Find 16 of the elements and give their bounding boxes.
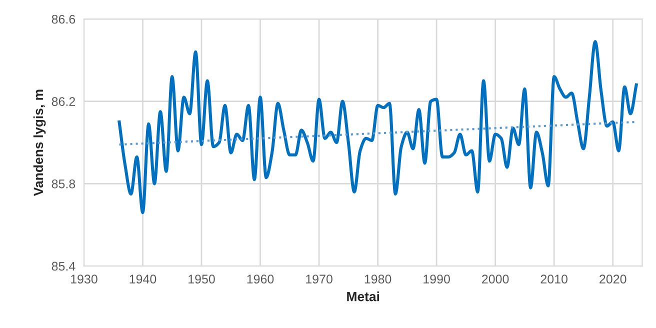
y-axis-title: Vandens lygis, m [33,90,46,196]
x-tick-label: 1980 [364,274,392,284]
x-tick-label: 1960 [247,274,274,284]
x-tick-label: 1970 [306,274,332,284]
y-tick-label: 86.6 [52,14,76,24]
x-tick-label: 1940 [130,274,156,284]
x-tick-label: 2020 [600,274,626,284]
x-tick-label: 1990 [424,274,450,284]
x-axis-title: Metai [347,292,380,302]
y-tick-label: 85.4 [52,262,76,271]
x-tick-label: 1950 [188,274,215,284]
x-tick-label: 2000 [482,274,509,284]
y-tick-label: 85.8 [52,179,76,188]
y-tick-label: 86.2 [52,97,76,106]
x-tick-label: 1930 [71,274,98,284]
x-tick-label: 2010 [540,274,568,284]
